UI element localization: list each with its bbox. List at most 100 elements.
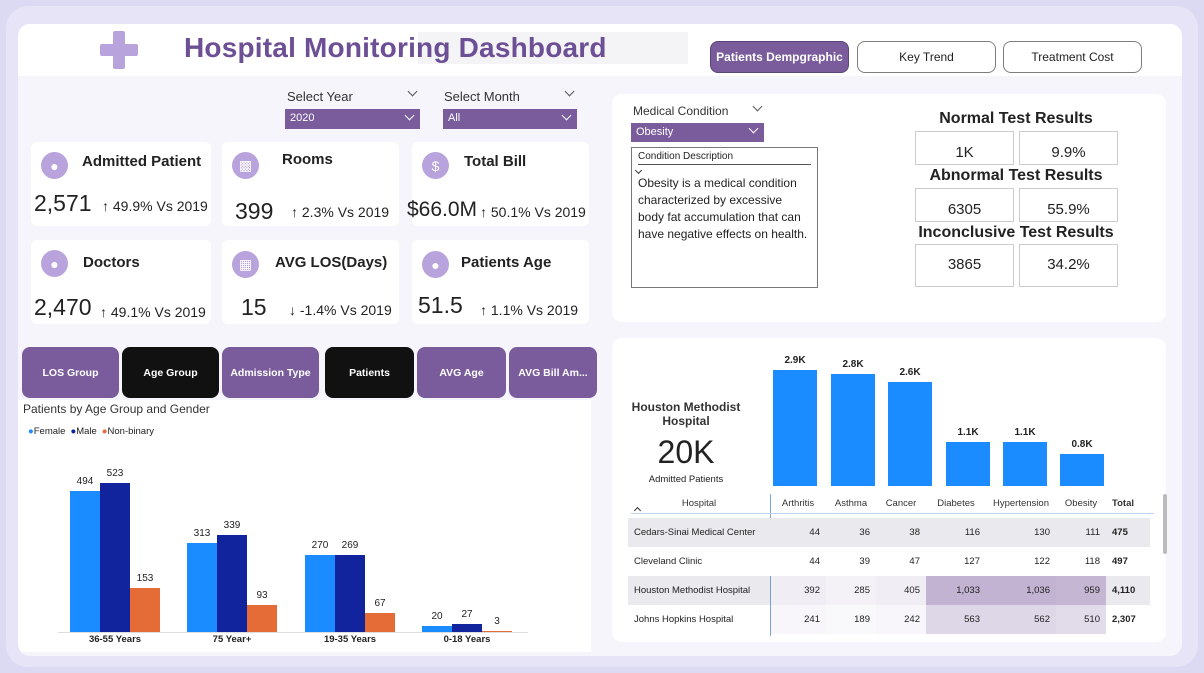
sort-icon[interactable]	[634, 166, 643, 175]
normal-test-pct: 9.9%	[1019, 131, 1118, 165]
chevron-down-icon[interactable]	[407, 86, 418, 97]
los-group-button[interactable]: LOS Group	[22, 347, 119, 398]
column-header[interactable]: Asthma	[834, 498, 868, 509]
hospital-cell: Johns Hopkins Hospital	[628, 605, 770, 634]
condition-bar-obesity[interactable]	[1060, 454, 1104, 486]
money-bag-icon: $	[422, 152, 449, 179]
data-label: 1.1K	[1014, 427, 1036, 438]
year-slicer-value: 2020	[290, 112, 315, 124]
data-label: 313	[193, 527, 211, 539]
total-cell: 2,307	[1106, 605, 1150, 634]
tab-key-trend[interactable]: Key Trend	[857, 41, 996, 73]
month-slicer[interactable]: All	[443, 109, 577, 129]
year-slicer[interactable]: 2020	[285, 109, 420, 129]
hospital-card-value: 20K	[657, 434, 715, 470]
condition-bar-cancer[interactable]	[888, 382, 932, 486]
legend-female[interactable]: ●Female	[28, 426, 66, 437]
kpi-title: Rooms	[282, 151, 333, 168]
total-cell: 475	[1106, 518, 1150, 547]
bar-female-0[interactable]	[70, 490, 100, 632]
abnormal-test-title: Abnormal Test Results	[929, 167, 1103, 184]
bar-non-binary-0[interactable]	[130, 588, 160, 632]
page-title: Hospital Monitoring Dashboard	[184, 32, 607, 63]
bar-male-0[interactable]	[100, 482, 130, 632]
tab-treatment-cost[interactable]: Treatment Cost	[1003, 41, 1142, 73]
kpi-card-rooms: ▩ Rooms 399 ↑ 2.3% Vs 2019	[222, 142, 399, 226]
chevron-down-icon[interactable]	[564, 86, 575, 97]
bar-male-2[interactable]	[335, 555, 365, 632]
legend-male[interactable]: ●Male	[70, 426, 97, 437]
age-gender-chart: 494 523 153 36-55 Years 313 339 93 75 Year+ 270 2…	[18, 444, 591, 652]
medical-condition-slicer[interactable]: Obesity	[631, 123, 764, 142]
data-label: 339	[223, 520, 241, 532]
medical-cross-icon	[100, 31, 138, 69]
data-label: 27	[461, 609, 473, 621]
value-cell: 1,033	[926, 576, 986, 605]
table-row[interactable]: Cleveland Clinic 44 39 47 127 122 118 497	[628, 547, 1150, 576]
chevron-down-icon	[748, 123, 759, 134]
column-header[interactable]: Obesity	[1064, 498, 1098, 509]
data-label: 2.6K	[899, 367, 921, 378]
value-cell: 111	[1056, 518, 1106, 547]
title-background	[418, 32, 688, 64]
data-label: 3	[494, 615, 500, 627]
table-scrollbar[interactable]	[1163, 494, 1167, 554]
condition-bar-arthritis[interactable]	[773, 370, 817, 486]
bar-male-3[interactable]	[452, 624, 482, 632]
calendar-icon: ▦	[232, 251, 259, 278]
hospital-cell: Cleveland Clinic	[628, 547, 770, 576]
avg-age-button[interactable]: AVG Age	[417, 347, 506, 398]
tab-patients-demographic[interactable]: Patients Dempgraphic	[710, 41, 849, 73]
bar-female-1[interactable]	[187, 542, 217, 632]
kpi-value: 2,571	[34, 190, 92, 216]
kpi-delta: ↑ 1.1% Vs 2019	[480, 302, 579, 318]
bar-male-1[interactable]	[217, 535, 247, 632]
normal-test-title: Normal Test Results	[939, 110, 1093, 127]
year-slicer-label: Select Year	[287, 89, 353, 104]
value-cell: 39	[826, 547, 876, 576]
column-header[interactable]: Arthritis	[781, 498, 815, 509]
kpi-value: $66.0M	[407, 198, 478, 221]
bar-female-2[interactable]	[305, 554, 335, 632]
value-cell: 1,036	[986, 576, 1056, 605]
table-row[interactable]: Johns Hopkins Hospital 241 189 242 563 562 510…	[628, 605, 1150, 634]
value-cell: 562	[986, 605, 1056, 634]
category-label: 19-35 Years	[323, 634, 377, 645]
table-row[interactable]: Cedars-Sinai Medical Center 44 36 38 116 130 1…	[628, 518, 1150, 547]
condition-bar-asthma[interactable]	[831, 374, 875, 486]
avg-bill-amount-button[interactable]: AVG Bill Am...	[509, 347, 597, 398]
data-label: 93	[256, 590, 268, 602]
condition-bar-hypertension[interactable]	[1003, 442, 1047, 486]
bar-non-binary-2[interactable]	[365, 612, 395, 632]
data-label: 269	[341, 540, 359, 552]
bar-non-binary-3[interactable]	[482, 630, 512, 632]
age-group-button[interactable]: Age Group	[122, 347, 219, 398]
hospital-condition-matrix: Hospital Arthritis Asthma Cancer Diabete…	[628, 489, 1150, 634]
data-label: 0.8K	[1071, 439, 1093, 450]
value-cell: 405	[876, 576, 926, 605]
column-header[interactable]: Cancer	[885, 498, 917, 509]
admission-type-button[interactable]: Admission Type	[222, 347, 319, 398]
value-cell: 189	[826, 605, 876, 634]
column-header[interactable]: Diabetes	[937, 498, 975, 509]
value-cell: 242	[876, 605, 926, 634]
table-row[interactable]: Houston Methodist Hospital 392 285 405 1,033…	[628, 576, 1150, 605]
abnormal-test-count: 6305	[915, 188, 1014, 222]
value-cell: 44	[770, 518, 826, 547]
condition-bar-diabetes[interactable]	[946, 442, 990, 486]
column-header[interactable]: Total	[1112, 498, 1134, 509]
kpi-delta: ↓ -1.4% Vs 2019	[289, 302, 392, 318]
value-cell: 130	[986, 518, 1056, 547]
bar-non-binary-1[interactable]	[247, 605, 277, 632]
data-label: 153	[136, 573, 154, 585]
value-cell: 44	[770, 547, 826, 576]
patients-button[interactable]: Patients	[325, 347, 414, 398]
divider	[638, 164, 811, 165]
legend-non-binary[interactable]: ●Non-binary	[101, 426, 154, 437]
column-header[interactable]: Hospital	[681, 498, 717, 509]
value-cell: 118	[1056, 547, 1106, 576]
bar-female-3[interactable]	[422, 626, 452, 632]
column-header[interactable]: Hypertension	[993, 498, 1049, 509]
data-label: 1.1K	[957, 427, 979, 438]
kpi-value: 2,470	[34, 294, 92, 320]
